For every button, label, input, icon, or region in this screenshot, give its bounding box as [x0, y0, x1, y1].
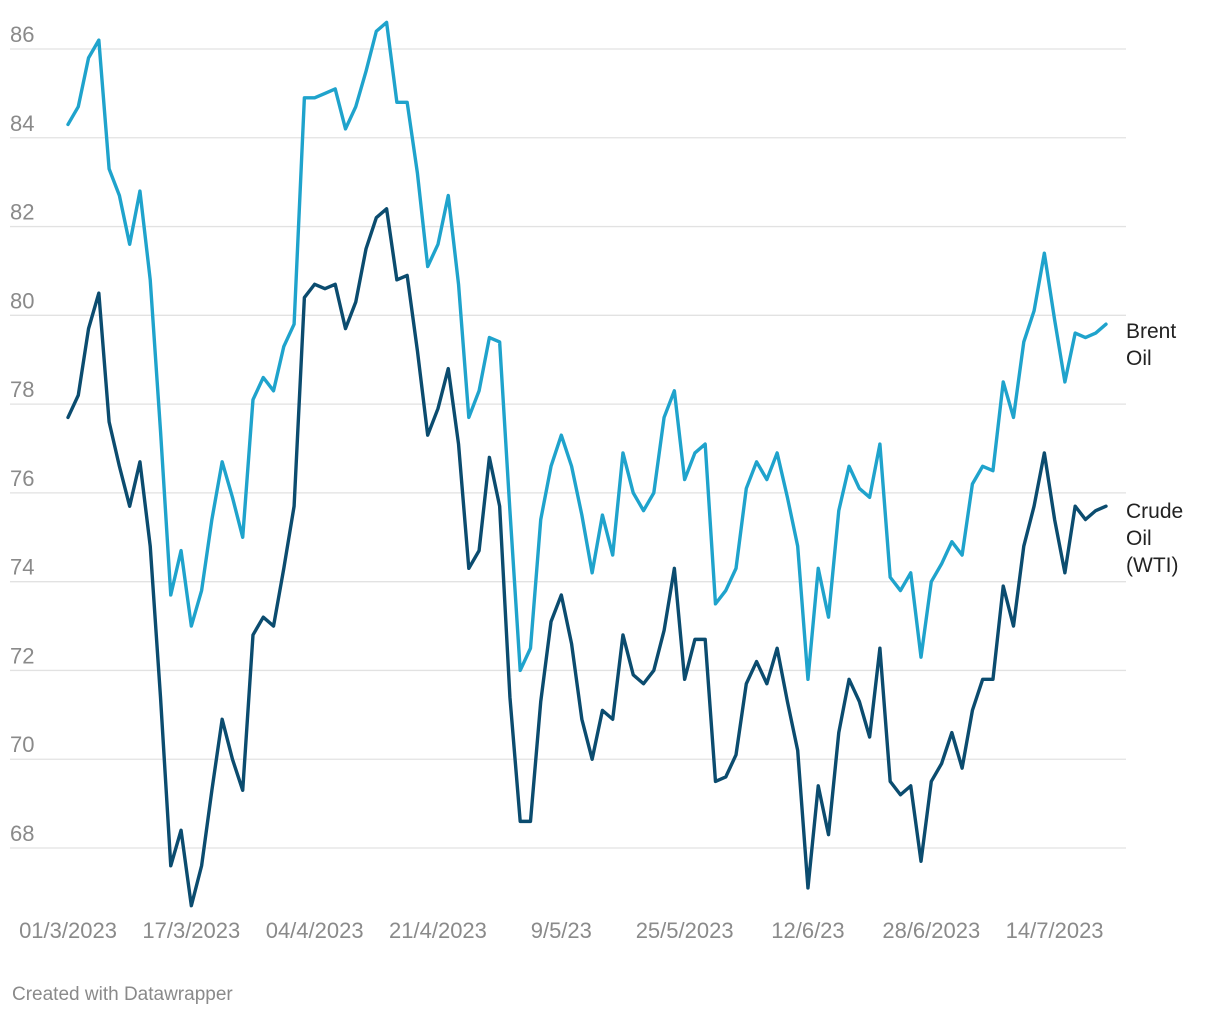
y-tick-label: 72 [10, 643, 34, 668]
y-tick-label: 82 [10, 200, 34, 225]
gridlines [10, 48, 1126, 849]
series-labels: Brent Oil Crude Oil (WTI) [1126, 320, 1183, 577]
x-tick-label: 14/7/2023 [1006, 918, 1104, 943]
datawrapper-credit: Created with Datawrapper [12, 984, 233, 1005]
series-lines [66, 20, 1108, 908]
x-tick-label: 25/5/2023 [636, 918, 734, 943]
series-line-brent [66, 20, 1108, 682]
x-tick-label: 21/4/2023 [389, 918, 487, 943]
series-label-brent: Brent Oil [1126, 320, 1176, 370]
y-tick-label: 78 [10, 377, 34, 402]
x-axis-ticks: 01/3/2023 17/3/2023 04/4/2023 21/4/2023 9/5/… [19, 918, 1103, 943]
y-tick-label: 80 [10, 288, 34, 313]
y-axis-ticks: 68 70 72 74 76 78 80 82 84 86 [10, 22, 34, 846]
x-tick-label: 17/3/2023 [142, 918, 240, 943]
y-tick-label: 70 [10, 732, 34, 757]
x-tick-label: 28/6/2023 [882, 918, 980, 943]
x-tick-label: 01/3/2023 [19, 918, 117, 943]
x-tick-label: 12/6/23 [771, 918, 844, 943]
series-line-wti [66, 207, 1108, 908]
y-tick-label: 84 [10, 111, 34, 136]
y-tick-label: 68 [10, 821, 34, 846]
x-tick-label: 04/4/2023 [266, 918, 364, 943]
series-label-wti: Crude Oil (WTI) [1126, 500, 1183, 577]
y-tick-label: 74 [10, 555, 34, 580]
x-tick-label: 9/5/23 [531, 918, 592, 943]
y-tick-label: 76 [10, 466, 34, 491]
y-tick-label: 86 [10, 22, 34, 47]
